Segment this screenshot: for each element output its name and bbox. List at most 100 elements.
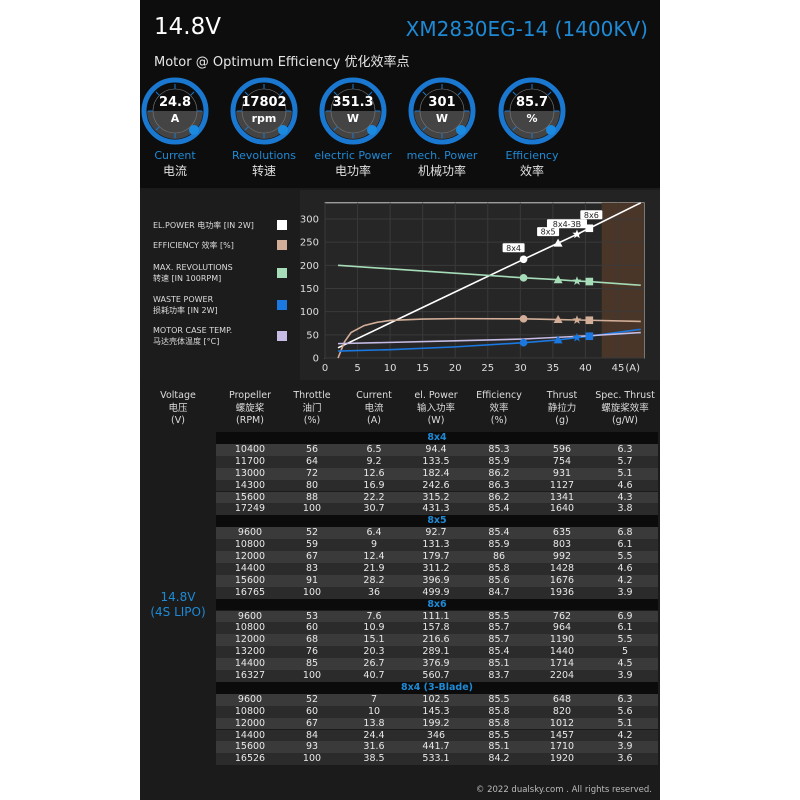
- table-cell: 85.8: [488, 562, 510, 574]
- table-cell: 83: [305, 562, 319, 574]
- table-cell: 100: [302, 503, 322, 515]
- marker-star: [572, 229, 582, 239]
- table-cell: 5.6: [617, 705, 633, 717]
- table-cell: 17249: [234, 503, 266, 515]
- table-cell: 10800: [234, 622, 266, 634]
- table-cell: 52: [305, 693, 319, 705]
- gauge-value: 351.3: [332, 95, 374, 110]
- table-row: 9600 52 6.4 92.7 85.4 635 6.8: [216, 527, 658, 540]
- table-row: 10800 59 9 131.3 85.9 803 6.1: [216, 539, 658, 551]
- table-cell: 3.6: [617, 753, 633, 765]
- table-row: 14400 83 21.9 311.2 85.8 1428 4.6: [216, 562, 658, 575]
- table-cell: 10400: [234, 443, 266, 455]
- table-cell: 157.8: [422, 622, 450, 634]
- marker-star: [572, 276, 582, 285]
- column-header-line: (g/W): [611, 415, 639, 426]
- propeller-group-header: 8x5: [216, 515, 658, 528]
- table-cell: 3.9: [617, 670, 633, 681]
- table-cell: 635: [552, 527, 572, 539]
- table-cell: 10800: [234, 705, 266, 717]
- column-header: Spec. Thrust 螺旋桨效率 (g/W): [595, 390, 655, 428]
- table-cell: 36: [367, 586, 381, 598]
- gauge-unit: rpm: [251, 112, 277, 125]
- marker-circle: [519, 338, 528, 347]
- column-header-line: (%): [490, 415, 508, 426]
- marker-triangle: [553, 238, 563, 247]
- y-tick-label: 50: [306, 330, 319, 341]
- table-row: 12000 68 15.1 216.6 85.7 1190 5.5: [216, 634, 658, 647]
- marker-triangle: [553, 315, 563, 324]
- table-cell: 12000: [234, 634, 266, 646]
- table-row: 12000 67 13.8 199.2 85.8 1012 5.1: [216, 717, 658, 730]
- propeller-group-header: 8x4 (3-Blade): [216, 681, 658, 694]
- table-cell: 12000: [234, 717, 266, 729]
- y-tick-label: 100: [300, 307, 319, 318]
- column-header-line: (V): [171, 415, 185, 426]
- table-row: 16526 100 38.5 533.1 84.2 1920 3.6: [216, 753, 658, 766]
- table-cell: 4.2: [617, 574, 633, 586]
- legend-swatch: [277, 300, 287, 310]
- table-row: 17249 100 30.7 431.3 85.4 1640 3.8: [216, 503, 658, 516]
- table-cell: 5.1: [617, 467, 633, 479]
- table-cell: 91: [305, 574, 319, 586]
- marker-square: [585, 224, 594, 233]
- series-line: [337, 202, 642, 349]
- table-cell: 85.7: [488, 634, 510, 646]
- column-header: Efficiency 效率 (%): [476, 390, 522, 428]
- table-cell: 15600: [234, 574, 266, 586]
- column-header: el. Power 输入功率 (W): [414, 390, 457, 428]
- table-cell: 16.9: [363, 479, 385, 491]
- table-cell: 1457: [549, 729, 575, 741]
- table-cell: 145.3: [422, 705, 450, 717]
- table-cell: 85.1: [488, 658, 510, 670]
- table-cell: 86.2: [488, 491, 510, 503]
- table-cell: 86.3: [488, 479, 510, 491]
- x-tick-label: 40: [579, 363, 592, 374]
- table-cell: 85.7: [488, 622, 510, 634]
- voltage-title: 14.8V: [154, 14, 221, 40]
- table-cell: 754: [552, 455, 572, 467]
- table-cell: 13000: [234, 467, 266, 479]
- table-cell: 441.7: [422, 741, 450, 753]
- table-cell: 13200: [234, 646, 266, 658]
- table-cell: 56: [305, 443, 319, 455]
- marker-label: 8x4: [506, 244, 521, 253]
- table-cell: 21.9: [363, 562, 385, 574]
- gauge-dial-icon: [141, 77, 209, 145]
- table-row: 10800 60 10.9 157.8 85.7 964 6.1: [216, 622, 658, 635]
- column-header-line: (W): [427, 415, 445, 426]
- voltage-value: 14.8V: [160, 590, 196, 604]
- legend-label-cn: 转速 [IN 100RPM]: [153, 274, 222, 283]
- motor-datasheet: 14.8V XM2830EG-14 (1400KV) Motor @ Optim…: [140, 0, 660, 800]
- table-cell: 100: [302, 753, 322, 765]
- table-cell: 396.9: [422, 574, 450, 586]
- table-cell: 820: [552, 705, 572, 717]
- table-cell: 3.9: [617, 741, 633, 753]
- table-cell: 6.3: [617, 443, 633, 455]
- column-header-line: 螺旋桨: [235, 402, 265, 414]
- table-cell: 346: [426, 729, 446, 741]
- table-cell: 28.2: [363, 574, 385, 586]
- table-cell: 431.3: [422, 503, 450, 515]
- marker-label: 8x4-3B: [553, 220, 581, 229]
- table-row: 10800 60 10 145.3 85.8 820 5.6: [216, 705, 658, 718]
- series-line: [337, 264, 641, 287]
- table-cell: 1127: [549, 479, 575, 491]
- x-tick-label: 25: [481, 363, 494, 374]
- table-cell: 4.6: [617, 479, 633, 491]
- table-cell: 4.5: [617, 658, 633, 670]
- marker-circle: [519, 315, 528, 323]
- table-cell: 67: [305, 551, 319, 562]
- table-cell: 5.1: [617, 717, 633, 729]
- table-cell: 40.7: [363, 670, 385, 681]
- legend-swatch: [277, 220, 287, 230]
- marker-label-box: [580, 210, 603, 220]
- x-axis-label: (A): [625, 363, 640, 374]
- table-cell: 14300: [234, 479, 266, 491]
- gauge-label-cn: 电功率: [334, 164, 371, 178]
- table-cell: 6.4: [366, 527, 382, 539]
- column-header-line: 螺旋桨效率: [601, 402, 649, 414]
- table-cell: 9.2: [366, 455, 382, 467]
- x-tick-label: 5: [354, 363, 360, 374]
- column-header-line: (g): [555, 415, 569, 426]
